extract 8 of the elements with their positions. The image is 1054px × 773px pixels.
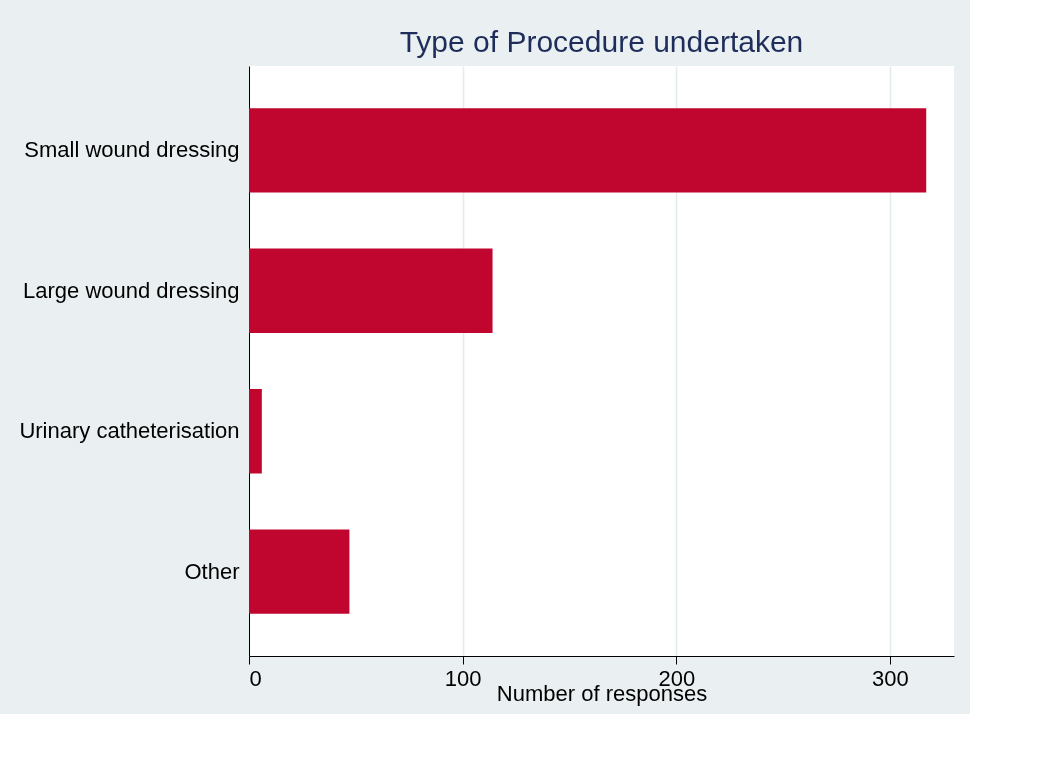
y-tick-label: Large wound dressing (23, 277, 240, 303)
y-tick-label: Other (184, 558, 240, 584)
x-tick-label: 300 (872, 665, 909, 691)
chart-title: Type of Procedure undertaken (399, 25, 804, 58)
y-tick-label: Small wound dressing (24, 137, 240, 163)
x-tick-label: 100 (444, 665, 482, 691)
x-tick-label: 0 (249, 665, 262, 691)
y-tick-label: Urinary catheterisation (19, 418, 240, 444)
